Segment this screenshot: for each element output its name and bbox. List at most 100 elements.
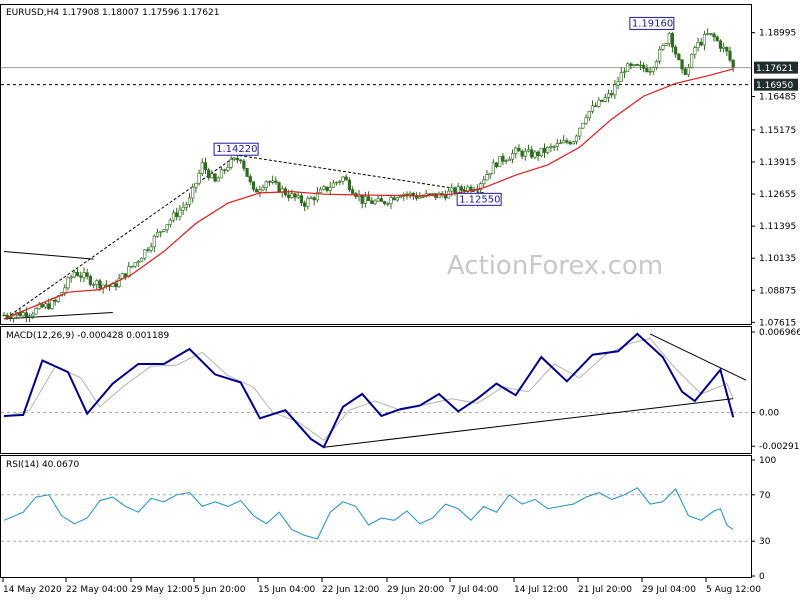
candle-body <box>296 195 300 198</box>
candle-body <box>171 212 176 221</box>
candle-body <box>382 201 387 204</box>
candle-body <box>603 97 607 102</box>
candle-body <box>143 249 147 259</box>
candle-body <box>488 172 492 176</box>
candle-body <box>34 308 38 315</box>
macd-y-axis: 0.006966 0.00 -0.002913 <box>751 328 800 452</box>
candle-body <box>696 41 700 48</box>
price-level-lines <box>1 67 751 86</box>
candle-body <box>709 33 713 35</box>
candle-body <box>642 64 646 69</box>
candle-body <box>197 173 201 184</box>
price-tick-label: 1.11395 <box>759 222 796 232</box>
candle-body <box>594 105 598 107</box>
candle-body <box>718 40 723 49</box>
candle-body <box>507 158 511 161</box>
candle-body <box>274 180 278 183</box>
price-trendline <box>3 250 94 260</box>
candle-body <box>98 280 102 289</box>
macd-panel-frame <box>0 326 752 454</box>
candle-body <box>619 72 623 83</box>
candle-body <box>482 179 486 184</box>
candle-body <box>31 313 35 317</box>
candle-body <box>376 198 380 202</box>
candle-body <box>219 169 224 179</box>
candle-body <box>677 53 681 61</box>
candle-body <box>239 159 243 162</box>
macd-tick-label: -0.002913 <box>759 442 800 452</box>
current-price-tag: 1.17621 <box>756 64 793 74</box>
candle-body <box>427 193 431 195</box>
rsi-tick-label: 30 <box>759 537 771 547</box>
price-tick-label: 1.16485 <box>759 93 796 103</box>
candle-body <box>536 151 540 156</box>
rsi-series <box>3 487 734 540</box>
candle-body <box>590 105 595 112</box>
macd-signal-line <box>3 338 734 441</box>
candle-body <box>360 194 364 204</box>
candle-body <box>517 147 521 152</box>
candle-body <box>715 36 719 42</box>
candle-body <box>187 197 192 205</box>
macd-trendline <box>323 398 734 448</box>
candle-body <box>152 235 156 248</box>
macd-trendline <box>649 333 747 381</box>
rsi-panel-header: RSI(14) 40.0670 <box>6 460 79 470</box>
candle-body <box>514 147 518 154</box>
price-annotation-label: 1.14220 <box>216 144 257 155</box>
candle-body <box>661 45 665 50</box>
candle-body <box>725 46 729 52</box>
candle-body <box>335 181 339 184</box>
candle-body <box>600 99 604 102</box>
candle-body <box>306 198 310 207</box>
candle-body <box>47 303 51 309</box>
candle-body <box>622 71 627 73</box>
candle-body <box>66 277 70 289</box>
macd-series <box>3 332 747 449</box>
candle-body <box>574 135 579 143</box>
candle-body <box>421 196 425 198</box>
macd-panel-header: MACD(12,26,9) -0.000428 0.001189 <box>6 331 169 341</box>
candle-body <box>658 48 662 62</box>
price-annotation-box <box>456 192 502 206</box>
candle-body <box>606 93 611 98</box>
candle-body <box>229 159 233 168</box>
candle-body <box>568 141 572 145</box>
candle-body <box>79 275 83 278</box>
candle-body <box>181 206 185 211</box>
candle-body <box>542 147 547 153</box>
candle-body <box>395 197 399 201</box>
candle-body <box>651 67 655 72</box>
candle-body <box>370 200 374 204</box>
candle-body <box>155 232 160 237</box>
price-panel-header: EURUSD,H4 1.17908 1.18007 1.17596 1.1762… <box>6 8 219 18</box>
price-tick-label: 1.13915 <box>759 158 796 168</box>
candle-body <box>450 187 454 192</box>
candle-body <box>255 189 259 193</box>
rsi-y-axis: 100 70 30 0 <box>751 456 776 582</box>
candle-body <box>453 187 457 194</box>
candle-body <box>210 173 214 179</box>
support-level-tag: 1.16950 <box>756 81 793 91</box>
candle-body <box>645 68 649 73</box>
candle-body <box>344 176 348 181</box>
candle-body <box>133 262 137 267</box>
candle-body <box>287 194 291 198</box>
candle-body <box>235 157 240 161</box>
candle-body <box>191 186 195 199</box>
time-tick-label: 7 Jul 04:00 <box>450 585 499 595</box>
price-trendline <box>234 154 484 194</box>
time-tick-label: 15 Jun 04:00 <box>258 585 315 595</box>
rsi-level-lines <box>1 494 751 542</box>
candle-body <box>258 189 262 193</box>
candle-body <box>24 312 28 318</box>
macd-main-line <box>3 332 735 449</box>
candle-body <box>565 140 569 143</box>
price-tick-label: 1.15175 <box>759 126 796 136</box>
candle-body <box>555 143 559 147</box>
candle-body <box>194 182 198 188</box>
time-tick-label: 29 Jul 04:00 <box>642 585 696 595</box>
candle-body <box>526 149 531 152</box>
candle-body <box>667 33 671 44</box>
candle-body <box>248 176 252 183</box>
